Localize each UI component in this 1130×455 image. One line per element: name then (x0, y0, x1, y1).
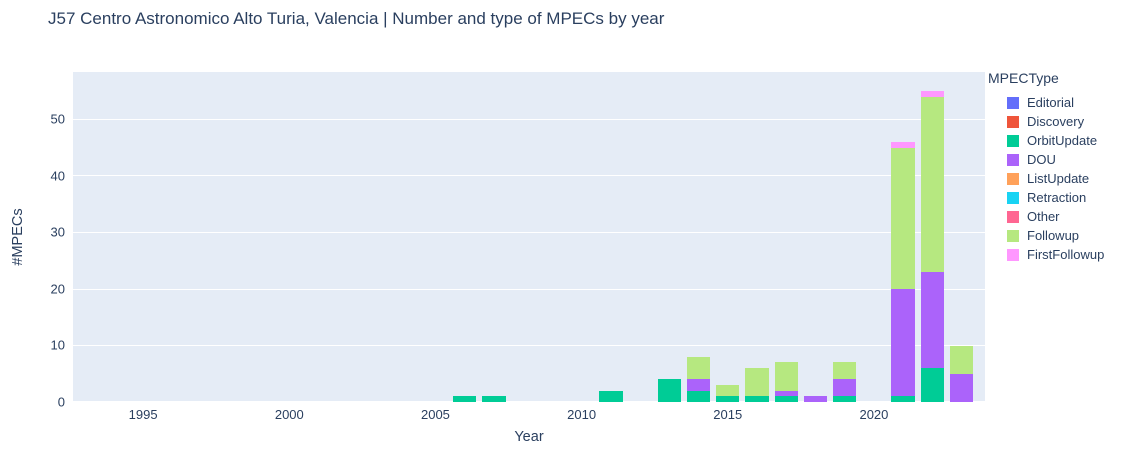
bar-segment-followup-2019[interactable] (833, 362, 857, 380)
legend-label-followup: Followup (1027, 228, 1080, 243)
x-tick-label-2020: 2020 (859, 407, 889, 422)
chart-title: J57 Centro Astronomico Alto Turia, Valen… (48, 9, 665, 28)
legend-label-firstfollowup: FirstFollowup (1027, 247, 1105, 262)
legend-items: Editorial Discovery OrbitUpdate DOU ListUpda… (988, 93, 1104, 264)
legend-label-retraction: Retraction (1027, 190, 1087, 205)
bar-segment-firstfollowup-2021[interactable] (891, 142, 915, 148)
bar-segment-dou-2022[interactable] (920, 272, 945, 369)
legend-swatch-dou (1007, 153, 1019, 166)
legend-label-listupdate: ListUpdate (1027, 171, 1090, 186)
bar-segment-dou-2014[interactable] (686, 379, 711, 391)
bar-segment-orbitupdate-2006[interactable] (453, 396, 477, 402)
y-tick-label-0: 0 (57, 394, 65, 410)
bar-segment-orbitupdate-2015[interactable] (716, 396, 740, 402)
legend-item-other[interactable]: Other (988, 207, 1104, 226)
bar-segment-followup-2021[interactable] (891, 147, 915, 289)
legend: MPECType Editorial Discovery OrbitUpdate DO… (988, 70, 1104, 264)
bar-segment-firstfollowup-2022[interactable] (920, 91, 945, 97)
legend-swatch-retraction (1007, 191, 1019, 204)
bar-segment-followup-2022[interactable] (920, 96, 945, 273)
bar-segment-followup-2016[interactable] (745, 368, 769, 397)
y-tick-label-20: 20 (50, 281, 65, 297)
legend-item-editorial[interactable]: Editorial (988, 93, 1104, 112)
bar-segment-orbitupdate-2014[interactable] (686, 390, 711, 402)
legend-item-listupdate[interactable]: ListUpdate (988, 169, 1104, 188)
y-tick-label-30: 30 (50, 224, 65, 240)
x-tick-label-1995: 1995 (128, 407, 158, 422)
bar-segment-orbitupdate-2011[interactable] (599, 390, 623, 402)
plot-area (73, 72, 985, 403)
legend-swatch-editorial (1007, 96, 1019, 109)
legend-item-retraction[interactable]: Retraction (988, 188, 1104, 207)
legend-swatch-followup (1007, 229, 1019, 242)
legend-item-followup[interactable]: Followup (988, 226, 1104, 245)
legend-label-other: Other (1027, 209, 1060, 224)
bar-segment-orbitupdate-2017[interactable] (774, 396, 798, 402)
y-tick-label-10: 10 (50, 337, 65, 353)
bar-segment-orbitupdate-2013[interactable] (657, 379, 681, 402)
legend-swatch-other (1007, 210, 1019, 223)
x-tick-label-2005: 2005 (420, 407, 450, 422)
gridline-y-10 (73, 345, 985, 346)
bar-segment-orbitupdate-2019[interactable] (833, 396, 857, 402)
bar-segment-dou-2017[interactable] (774, 390, 798, 397)
bar-segment-orbitupdate-2016[interactable] (745, 396, 769, 402)
legend-swatch-listupdate (1007, 172, 1019, 185)
x-tick-label-2010: 2010 (567, 407, 597, 422)
x-tick-label-2015: 2015 (713, 407, 743, 422)
bar-segment-followup-2017[interactable] (774, 362, 798, 391)
gridline-y-30 (73, 231, 985, 233)
bar-segment-followup-2015[interactable] (716, 385, 740, 397)
legend-label-orbitupdate: OrbitUpdate (1027, 133, 1098, 148)
x-axis-title: Year (514, 429, 544, 445)
legend-label-discovery: Discovery (1027, 114, 1085, 129)
legend-swatch-discovery (1007, 115, 1019, 128)
bar-segment-followup-2014[interactable] (686, 356, 711, 380)
bar-segment-orbitupdate-2007[interactable] (482, 396, 506, 402)
bar-segment-dou-2019[interactable] (833, 379, 857, 397)
bar-segment-orbitupdate-2022[interactable] (920, 368, 945, 402)
gridline-y-0 (73, 401, 985, 403)
gridline-y-50 (73, 118, 985, 120)
y-axis-title: #MPECs (10, 208, 26, 266)
y-tick-label-40: 40 (50, 168, 65, 184)
legend-item-discovery[interactable]: Discovery (988, 112, 1104, 131)
legend-swatch-orbitupdate (1007, 134, 1019, 147)
legend-title: MPECType (988, 70, 1059, 86)
x-tick-label-2000: 2000 (274, 407, 304, 422)
legend-item-firstfollowup[interactable]: FirstFollowup (988, 245, 1104, 264)
gridline-y-20 (73, 288, 985, 290)
legend-item-dou[interactable]: DOU (988, 150, 1104, 169)
legend-label-editorial: Editorial (1027, 95, 1074, 110)
y-tick-label-50: 50 (50, 111, 65, 127)
bar-segment-dou-2021[interactable] (891, 289, 915, 397)
legend-label-dou: DOU (1027, 152, 1056, 167)
bar-segment-dou-2018[interactable] (803, 396, 828, 402)
bar-segment-followup-2023[interactable] (949, 345, 974, 374)
bar-segment-dou-2023[interactable] (949, 373, 974, 402)
bar-segment-orbitupdate-2021[interactable] (891, 396, 915, 402)
gridline-y-40 (73, 175, 985, 177)
legend-item-orbitupdate[interactable]: OrbitUpdate (988, 131, 1104, 150)
legend-swatch-firstfollowup (1007, 248, 1019, 261)
